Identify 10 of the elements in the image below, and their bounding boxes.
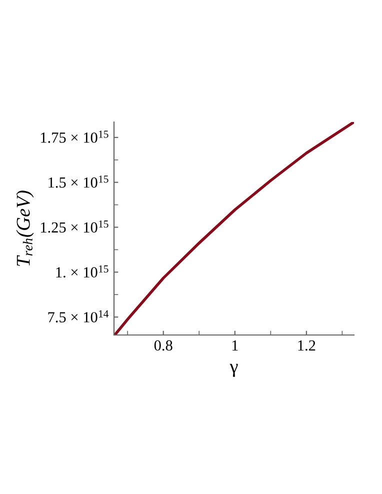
y-tick-label: 1.25 × 10$^{15}$: [40, 220, 108, 233]
x-tick-label: 1.2: [298, 340, 316, 351]
x-tick-label: 1: [232, 340, 238, 350]
y-tick-label: 7.5 × 10$^{14}$: [48, 310, 109, 322]
x-axis-title: γ: [230, 364, 238, 377]
y-tick-label: 1.75 × 10$^{15}$: [40, 130, 108, 143]
x-tick-label: 0.8: [154, 340, 172, 351]
y-tick-label: 1.5 × 10$^{15}$: [48, 176, 108, 188]
y-axis-title: T$_{reh}$(GeV): [16, 190, 34, 266]
y-tick-label: 1. × 10$^{15}$: [56, 265, 108, 278]
